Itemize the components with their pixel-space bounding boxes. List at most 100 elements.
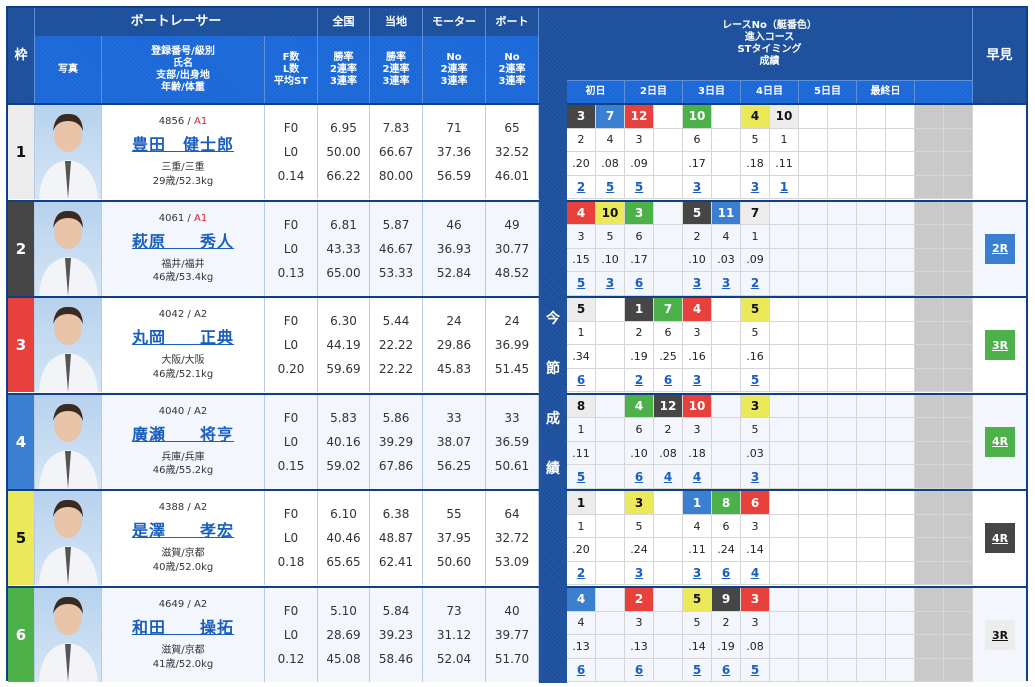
finish-rank-link[interactable]: 3: [683, 368, 712, 393]
motor-stat-1: 24: [446, 314, 462, 329]
motor-stat-1: 33: [446, 410, 462, 425]
finish-rank-link[interactable]: 5: [567, 272, 596, 296]
race-cell-empty: [944, 248, 973, 273]
race-cell-empty: [712, 394, 741, 419]
race-cell-empty: [770, 201, 799, 226]
f-count: F0: [283, 410, 299, 425]
entry-course: 3: [567, 225, 596, 249]
race-cell-empty: [712, 175, 741, 199]
motor-stat-1: 55: [446, 507, 462, 522]
racer-branch: 滋賀/京都: [161, 548, 205, 560]
finish-rank-link[interactable]: 6: [625, 658, 654, 682]
finish-rank-link[interactable]: 4: [654, 465, 683, 489]
race-number: 10: [770, 105, 799, 129]
st-timing: .18: [683, 441, 712, 466]
finish-rank-link[interactable]: 5: [741, 658, 770, 682]
l-count: L0: [283, 145, 299, 159]
race-number: 10: [683, 105, 712, 129]
race-cell-empty: [828, 345, 857, 369]
header-day-6: 最終日: [857, 81, 915, 103]
racer-name-link[interactable]: 萩原 秀人: [131, 231, 234, 251]
hayami-link[interactable]: 4R: [985, 426, 1015, 457]
racer-class: A2: [193, 405, 208, 417]
header-profile-line: 年齢/体重: [161, 81, 205, 93]
racer-row: 4 4040 / A2 廣瀬 将亨 兵庫/兵庫 46歳/55.2kg F0 L0…: [8, 392, 1026, 489]
finish-rank-link[interactable]: 2: [741, 272, 770, 296]
finish-rank-link[interactable]: 4: [741, 561, 770, 586]
race-number: 1: [567, 491, 596, 515]
race-cell-empty: [944, 345, 973, 369]
race-cell-empty: [915, 538, 944, 562]
race-cell-empty: [857, 298, 886, 322]
motor-stat-2: 36.93: [436, 241, 472, 256]
finish-rank-link[interactable]: 3: [683, 272, 712, 296]
finish-rank-link[interactable]: 3: [741, 175, 770, 199]
race-cell-empty: [857, 128, 886, 152]
finish-rank-link[interactable]: 3: [596, 272, 625, 296]
finish-rank-link[interactable]: 6: [567, 658, 596, 682]
racer-class: A2: [193, 309, 208, 321]
finish-rank-link[interactable]: 2: [625, 368, 654, 393]
race-number: 9: [712, 588, 741, 612]
race-number: 4: [741, 105, 770, 129]
finish-rank-link[interactable]: 6: [712, 561, 741, 586]
boat-stat-3: 50.61: [494, 458, 530, 473]
racer-name-link[interactable]: 丸岡 正典: [131, 328, 234, 348]
hayami-link[interactable]: 3R: [985, 330, 1015, 361]
race-cell-empty: [886, 465, 915, 489]
reg-class: 4040 / A2: [158, 405, 208, 417]
racer-name-link[interactable]: 豊田 健士郎: [131, 135, 234, 154]
st-timing: .20: [567, 152, 596, 176]
race-cell-empty: [799, 321, 828, 346]
hayami-link[interactable]: 2R: [985, 233, 1015, 264]
race-cell-empty: [886, 514, 915, 539]
boat-stats: 65 32.52 46.01: [486, 105, 539, 199]
finish-rank-link[interactable]: 5: [567, 465, 596, 489]
race-number: 5: [741, 298, 770, 322]
finish-rank-link[interactable]: 6: [654, 368, 683, 393]
race-cell-empty: [596, 298, 625, 322]
entry-course: 5: [741, 128, 770, 152]
finish-rank-link[interactable]: 3: [683, 561, 712, 586]
race-cell-empty: [596, 465, 625, 489]
racer-name-link[interactable]: 是澤 孝宏: [131, 521, 234, 541]
finish-rank-link[interactable]: 3: [683, 175, 712, 199]
finish-rank-link[interactable]: 6: [625, 465, 654, 489]
finish-rank-link[interactable]: 5: [741, 368, 770, 393]
avg-st: 0.18: [277, 555, 305, 570]
finish-rank-link[interactable]: 1: [770, 175, 799, 199]
race-number: 5: [683, 201, 712, 226]
finish-rank-link[interactable]: 5: [596, 175, 625, 199]
reg-number: 4388: [158, 502, 185, 514]
finish-rank-link[interactable]: 4: [683, 465, 712, 489]
racer-profile: 4042 / A2 丸岡 正典 大阪/大阪 46歳/52.1kg: [102, 298, 265, 393]
finish-rank-link[interactable]: 2: [567, 175, 596, 199]
finish-rank-link[interactable]: 5: [625, 175, 654, 199]
header-sub-line: 3連率: [382, 75, 410, 87]
st-timing: .13: [625, 635, 654, 659]
header-flst: F数 L数 平均ST: [265, 36, 318, 103]
race-cell-empty: [654, 538, 683, 562]
hayami-link[interactable]: 3R: [985, 620, 1015, 650]
finish-rank-link[interactable]: 3: [625, 561, 654, 586]
racer-name-link[interactable]: 廣瀬 将亨: [131, 424, 234, 444]
racer-name-link[interactable]: 和田 操拓: [131, 618, 234, 637]
finish-rank-link[interactable]: 3: [741, 465, 770, 489]
finish-rank-link[interactable]: 6: [625, 272, 654, 296]
finish-rank-link[interactable]: 5: [683, 658, 712, 682]
finish-rank-link[interactable]: 3: [712, 272, 741, 296]
finish-rank-link[interactable]: 6: [567, 368, 596, 393]
racer-age-weight: 41歳/52.0kg: [152, 658, 214, 670]
motor-stat-3: 52.04: [436, 652, 472, 666]
finish-rank-link[interactable]: 6: [712, 658, 741, 682]
entry-course: 5: [741, 418, 770, 442]
race-cell-empty: [944, 588, 973, 612]
header-motor: モーター: [423, 8, 486, 36]
reg-class: 4856 / A1: [158, 116, 208, 127]
race-cell-empty: [915, 465, 944, 489]
reg-number: 4649: [158, 599, 185, 610]
race-cell-empty: [886, 441, 915, 466]
entry-course: 4: [712, 225, 741, 249]
hayami-link[interactable]: 4R: [985, 523, 1015, 554]
finish-rank-link[interactable]: 2: [567, 561, 596, 586]
